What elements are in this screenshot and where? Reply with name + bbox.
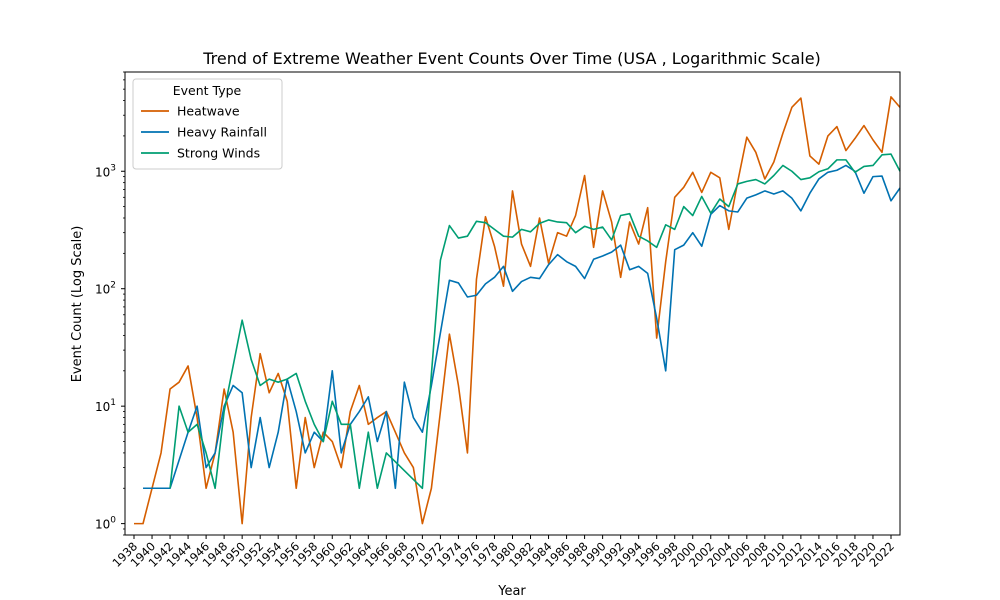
y-tick-base: 10	[95, 283, 110, 297]
legend-box	[132, 78, 283, 170]
y-tick-base: 10	[95, 400, 110, 414]
y-tick-base: 10	[95, 518, 110, 532]
x-axis-label: Year	[497, 584, 526, 599]
series-line-heatwave	[134, 96, 901, 525]
y-axis-label: Event Count (Log Scale)	[70, 226, 85, 383]
y-tick-base: 10	[95, 165, 110, 179]
legend: Event Type Heatwave Heavy Rainfall Strong W…	[132, 78, 283, 170]
plot-area	[134, 96, 901, 525]
y-tick-exponent: 1	[110, 398, 116, 408]
legend-title: Event Type	[173, 83, 242, 98]
y-tick-label: 102	[95, 281, 116, 297]
series-line-strong-winds	[169, 153, 901, 490]
legend-label: Heavy Rainfall	[177, 125, 267, 140]
legend-label: Strong Winds	[177, 146, 260, 161]
y-tick-label: 103	[95, 163, 116, 179]
y-tick-label: 101	[95, 398, 116, 414]
legend-label: Heatwave	[177, 104, 240, 119]
y-tick-exponent: 2	[110, 281, 116, 291]
y-tick-exponent: 0	[110, 516, 116, 526]
y-tick-label: 100	[95, 516, 116, 532]
y-tick-exponent: 3	[110, 163, 116, 173]
series-line-heavy-rainfall	[143, 164, 901, 490]
x-axis: 1938194019421944194619481950195219541956…	[110, 535, 897, 570]
chart-title: Trend of Extreme Weather Event Counts Ov…	[202, 49, 821, 68]
